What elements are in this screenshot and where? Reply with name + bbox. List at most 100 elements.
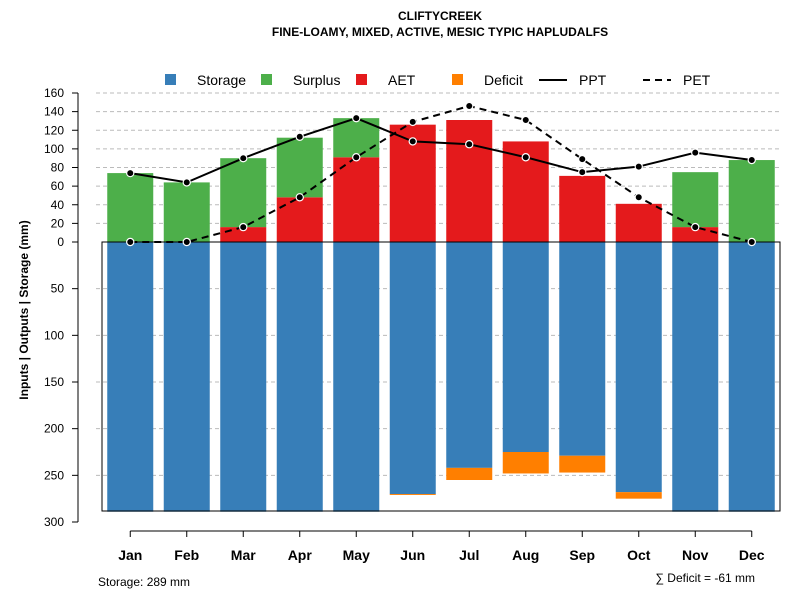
aet-bar	[446, 120, 493, 242]
pet-point	[126, 237, 135, 247]
y-tick-label: 80	[51, 161, 65, 175]
x-tick-label-oct: Oct	[627, 547, 651, 563]
storage-bar	[446, 242, 493, 468]
y-tick-label: 20	[51, 216, 65, 230]
storage-note: Storage: 289 mm	[98, 575, 190, 589]
ppt-point	[521, 153, 530, 162]
pet-point	[634, 193, 643, 202]
plot-frame	[101, 241, 781, 512]
x-tick-label-may: May	[343, 547, 370, 563]
x-tick-label-dec: Dec	[739, 547, 765, 563]
legend: Storage Surplus AET Deficit PPT PET	[165, 72, 711, 88]
y-tick-label: 140	[44, 105, 64, 119]
pet-point	[691, 222, 700, 232]
y-tick-label: 50	[51, 282, 65, 296]
axes: 0 20 40 60 80 100 120 140 160 50 100 150 200 250 300 Ja…	[44, 86, 765, 563]
storage-bar	[502, 242, 549, 452]
ppt-point	[239, 153, 248, 163]
aet-bar	[333, 157, 380, 242]
x-tick-label-mar: Mar	[231, 547, 256, 563]
storage-bar	[220, 242, 267, 512]
x-tick-label-feb: Feb	[174, 547, 199, 563]
legend-label-storage: Storage	[197, 72, 246, 88]
legend-label-ppt: PPT	[579, 72, 607, 88]
y-tick-label: 120	[44, 123, 64, 137]
y-tick-label: 300	[44, 515, 64, 529]
storage-bar	[672, 242, 719, 512]
x-tick-label-sep: Sep	[569, 547, 595, 563]
pet-point	[295, 193, 304, 202]
gridlines	[96, 92, 780, 476]
storage-bar	[389, 242, 436, 494]
pet-point	[352, 153, 361, 162]
ppt-point	[352, 113, 361, 123]
ppt-point	[465, 140, 474, 149]
legend-key-aet	[356, 74, 367, 85]
pet-point	[578, 154, 587, 164]
ppt-point	[578, 167, 587, 177]
surplus-bar	[107, 173, 154, 242]
y-axis-label: Inputs | Outputs | Storage (mm)	[17, 220, 31, 399]
ppt-point	[126, 168, 135, 178]
storage-bar	[728, 242, 775, 512]
series-lines	[126, 101, 756, 247]
pet-point	[239, 222, 248, 232]
chart-title: CLIFTYCREEK	[398, 9, 482, 23]
y-tick-label: 0	[57, 235, 64, 249]
y-tick-label: 100	[44, 328, 64, 342]
storage-bar	[107, 242, 154, 512]
legend-key-deficit	[452, 74, 463, 85]
ppt-point	[747, 155, 756, 165]
aet-bar	[276, 197, 323, 242]
legend-key-storage	[165, 74, 176, 85]
x-tick-label-nov: Nov	[682, 547, 709, 563]
bars	[107, 118, 775, 512]
y-tick-label: 150	[44, 375, 64, 389]
x-tick-label-jan: Jan	[118, 547, 142, 563]
legend-label-surplus: Surplus	[293, 72, 340, 88]
y-tick-label: 200	[44, 422, 64, 436]
surplus-bar	[220, 158, 267, 228]
ppt-point	[691, 148, 700, 157]
deficit-bar	[389, 494, 436, 495]
pet-line	[130, 105, 753, 243]
pet-point	[521, 115, 530, 125]
ppt-line	[130, 117, 752, 184]
y-tick-label: 60	[51, 179, 65, 193]
pet-point	[408, 117, 417, 127]
y-tick-label: 40	[51, 198, 65, 212]
ppt-point	[634, 162, 643, 171]
surplus-bar	[276, 137, 323, 198]
legend-key-surplus	[261, 74, 272, 85]
deficit-bar	[559, 455, 606, 473]
pet-point	[465, 101, 474, 111]
pet-point	[182, 237, 191, 247]
storage-bar	[333, 242, 380, 512]
ppt-point	[408, 137, 417, 146]
ppt-point	[182, 178, 191, 187]
aet-bar	[615, 203, 662, 242]
storage-bar	[559, 242, 606, 456]
legend-label-pet: PET	[683, 72, 711, 88]
deficit-bar	[446, 467, 493, 480]
aet-bar	[672, 227, 719, 242]
y-tick-label: 250	[44, 468, 64, 482]
deficit-bar	[502, 452, 549, 474]
chart-subtitle: FINE-LOAMY, MIXED, ACTIVE, MESIC TYPIC H…	[272, 25, 608, 39]
x-tick-label-jun: Jun	[400, 547, 425, 563]
storage-bar	[276, 242, 323, 512]
x-tick-label-apr: Apr	[288, 547, 313, 563]
storage-bar	[615, 242, 662, 493]
pet-point	[747, 237, 756, 247]
storage-bar	[163, 242, 210, 512]
legend-label-aet: AET	[388, 72, 416, 88]
deficit-note: ∑ Deficit = -61 mm	[655, 571, 755, 585]
surplus-bar	[163, 182, 210, 242]
x-tick-label-aug: Aug	[512, 547, 539, 563]
legend-label-deficit: Deficit	[484, 72, 523, 88]
deficit-bar	[615, 492, 662, 499]
x-tick-label-jul: Jul	[459, 547, 479, 563]
y-tick-label: 100	[44, 142, 64, 156]
surplus-bar	[728, 160, 775, 242]
